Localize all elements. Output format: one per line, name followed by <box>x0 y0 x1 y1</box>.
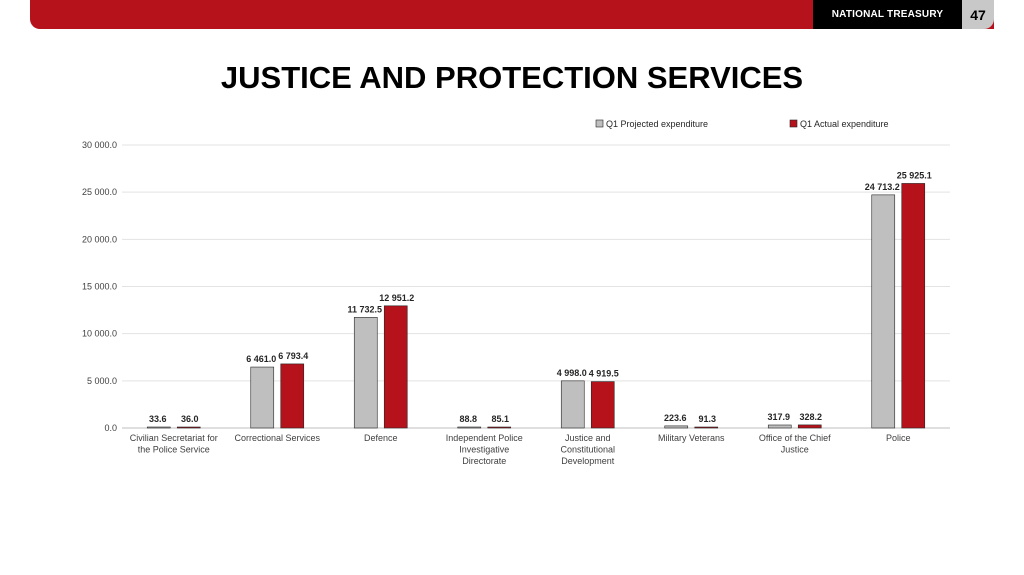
y-tick-label: 25 000.0 <box>82 187 117 197</box>
data-label: 33.6 <box>149 414 167 424</box>
bar-projected <box>767 424 792 429</box>
bar-projected <box>457 426 482 429</box>
category-label: Justice and <box>565 433 611 443</box>
category-label: Military Veterans <box>658 433 725 443</box>
data-label: 6 793.4 <box>278 351 308 361</box>
bar-actual <box>797 424 822 429</box>
legend-swatch <box>595 119 604 128</box>
data-label: 88.8 <box>459 414 477 424</box>
bar-actual <box>280 363 305 429</box>
data-label: 223.6 <box>664 413 687 423</box>
bar-projected <box>664 425 689 429</box>
category-label: the Police Service <box>138 445 210 455</box>
y-tick-label: 20 000.0 <box>82 234 117 244</box>
category-label: Police <box>886 433 911 443</box>
data-label: 91.3 <box>698 414 716 424</box>
bar-projected <box>353 317 378 429</box>
brand-label: NATIONAL TREASURY <box>813 0 962 29</box>
y-tick-label: 15 000.0 <box>82 282 117 292</box>
category-label: Constitutional <box>560 445 615 455</box>
data-label: 6 461.0 <box>246 354 276 364</box>
data-label: 24 713.2 <box>865 182 900 192</box>
data-label: 11 732.5 <box>347 304 382 314</box>
legend-swatch <box>789 119 798 128</box>
page-number: 47 <box>962 0 994 29</box>
data-label: 12 951.2 <box>379 293 414 303</box>
category-label: Development <box>561 456 615 466</box>
legend-label: Q1 Projected expenditure <box>606 119 708 129</box>
data-label: 36.0 <box>181 414 199 424</box>
y-tick-label: 0.0 <box>104 423 117 433</box>
bar-projected <box>871 194 896 429</box>
category-label: Justice <box>781 445 809 455</box>
category-label: Directorate <box>462 456 506 466</box>
page-title: JUSTICE AND PROTECTION SERVICES <box>220 60 804 95</box>
bar-actual <box>590 381 615 429</box>
bar-actual <box>383 305 408 429</box>
category-label: Defence <box>364 433 398 443</box>
y-tick-label: 10 000.0 <box>82 329 117 339</box>
data-label: 317.9 <box>767 412 790 422</box>
y-tick-label: 5 000.0 <box>87 376 117 386</box>
category-label: Independent Police <box>446 433 523 443</box>
bar-actual <box>487 426 512 429</box>
bar-actual <box>901 183 926 429</box>
bar-actual <box>694 426 719 429</box>
data-label: 4 998.0 <box>557 368 587 378</box>
data-label: 4 919.5 <box>589 369 619 379</box>
bar-projected <box>250 366 275 429</box>
bar-projected <box>560 380 585 429</box>
category-label: Office of the Chief <box>759 433 831 443</box>
legend-label: Q1 Actual expenditure <box>800 119 889 129</box>
data-label: 25 925.1 <box>897 170 932 180</box>
category-label: Investigative <box>459 445 509 455</box>
bar-actual <box>176 426 201 429</box>
category-label: Correctional Services <box>234 433 320 443</box>
bar-projected <box>146 426 171 429</box>
data-label: 85.1 <box>491 414 509 424</box>
y-tick-label: 30 000.0 <box>82 140 117 150</box>
category-label: Civilian Secretariat for <box>130 433 218 443</box>
data-label: 328.2 <box>799 412 822 422</box>
